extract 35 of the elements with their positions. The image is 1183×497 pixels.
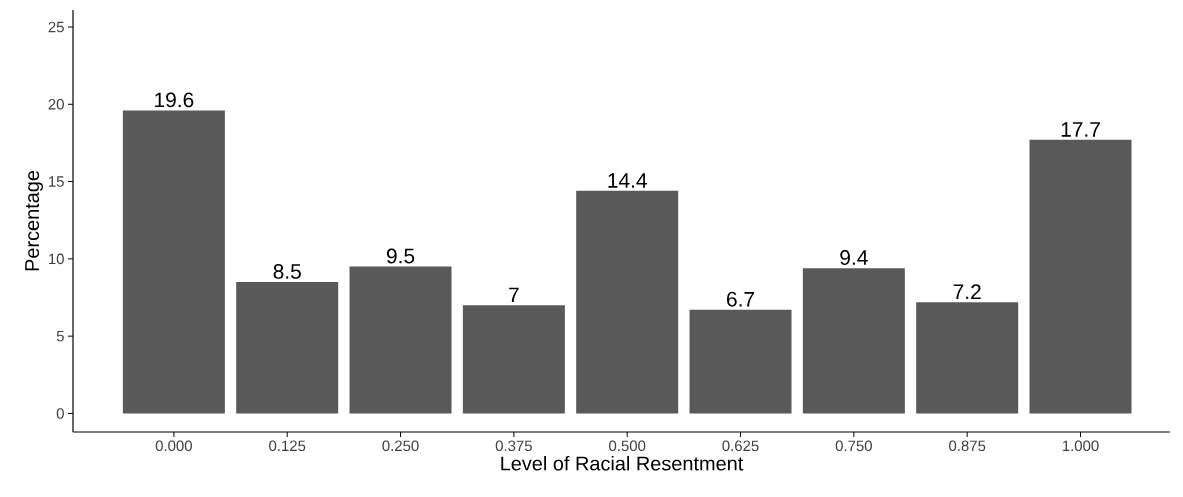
data-label: 9.4 [840,250,868,265]
x-tick-label: 1.000 [1062,440,1099,452]
bar [916,302,1019,414]
y-tick-label: 0 [56,408,64,419]
y-tick-label: 15 [49,176,64,187]
x-tick-label: 0.750 [835,440,872,452]
x-tick-label: 0.250 [382,440,419,452]
x-tick-label: 0.875 [949,440,986,452]
x-tick-label: 0.625 [722,440,759,452]
bar [576,190,679,414]
y-tick-label: 20 [48,98,64,110]
data-label: 8.5 [273,264,301,279]
x-axis-title: Level of Racial Resentment [501,455,744,471]
x-tick-label: 0.375 [495,440,532,452]
y-tick-label: 10 [49,253,64,265]
bar [689,309,792,414]
bar [236,282,339,414]
data-label: 14.4 [608,173,647,188]
bar [1029,139,1132,414]
y-axis-title: Percentage [25,170,44,271]
data-label: 6.7 [727,291,755,307]
bar [462,305,565,414]
bar [349,266,452,414]
data-label: 7.2 [953,284,981,299]
data-label: 19.6 [155,92,194,108]
y-tick-label: 5 [56,330,64,342]
x-tick-label: 0.500 [609,440,646,452]
y-tick-label: 25 [48,21,64,33]
data-label: 17.7 [1061,122,1100,137]
x-tick-label: 0.125 [269,440,306,452]
data-label: 7 [509,287,519,303]
x-tick-label: 0.000 [155,440,192,452]
bar [802,268,905,414]
data-label: 9.5 [386,248,415,264]
bar [122,110,225,414]
